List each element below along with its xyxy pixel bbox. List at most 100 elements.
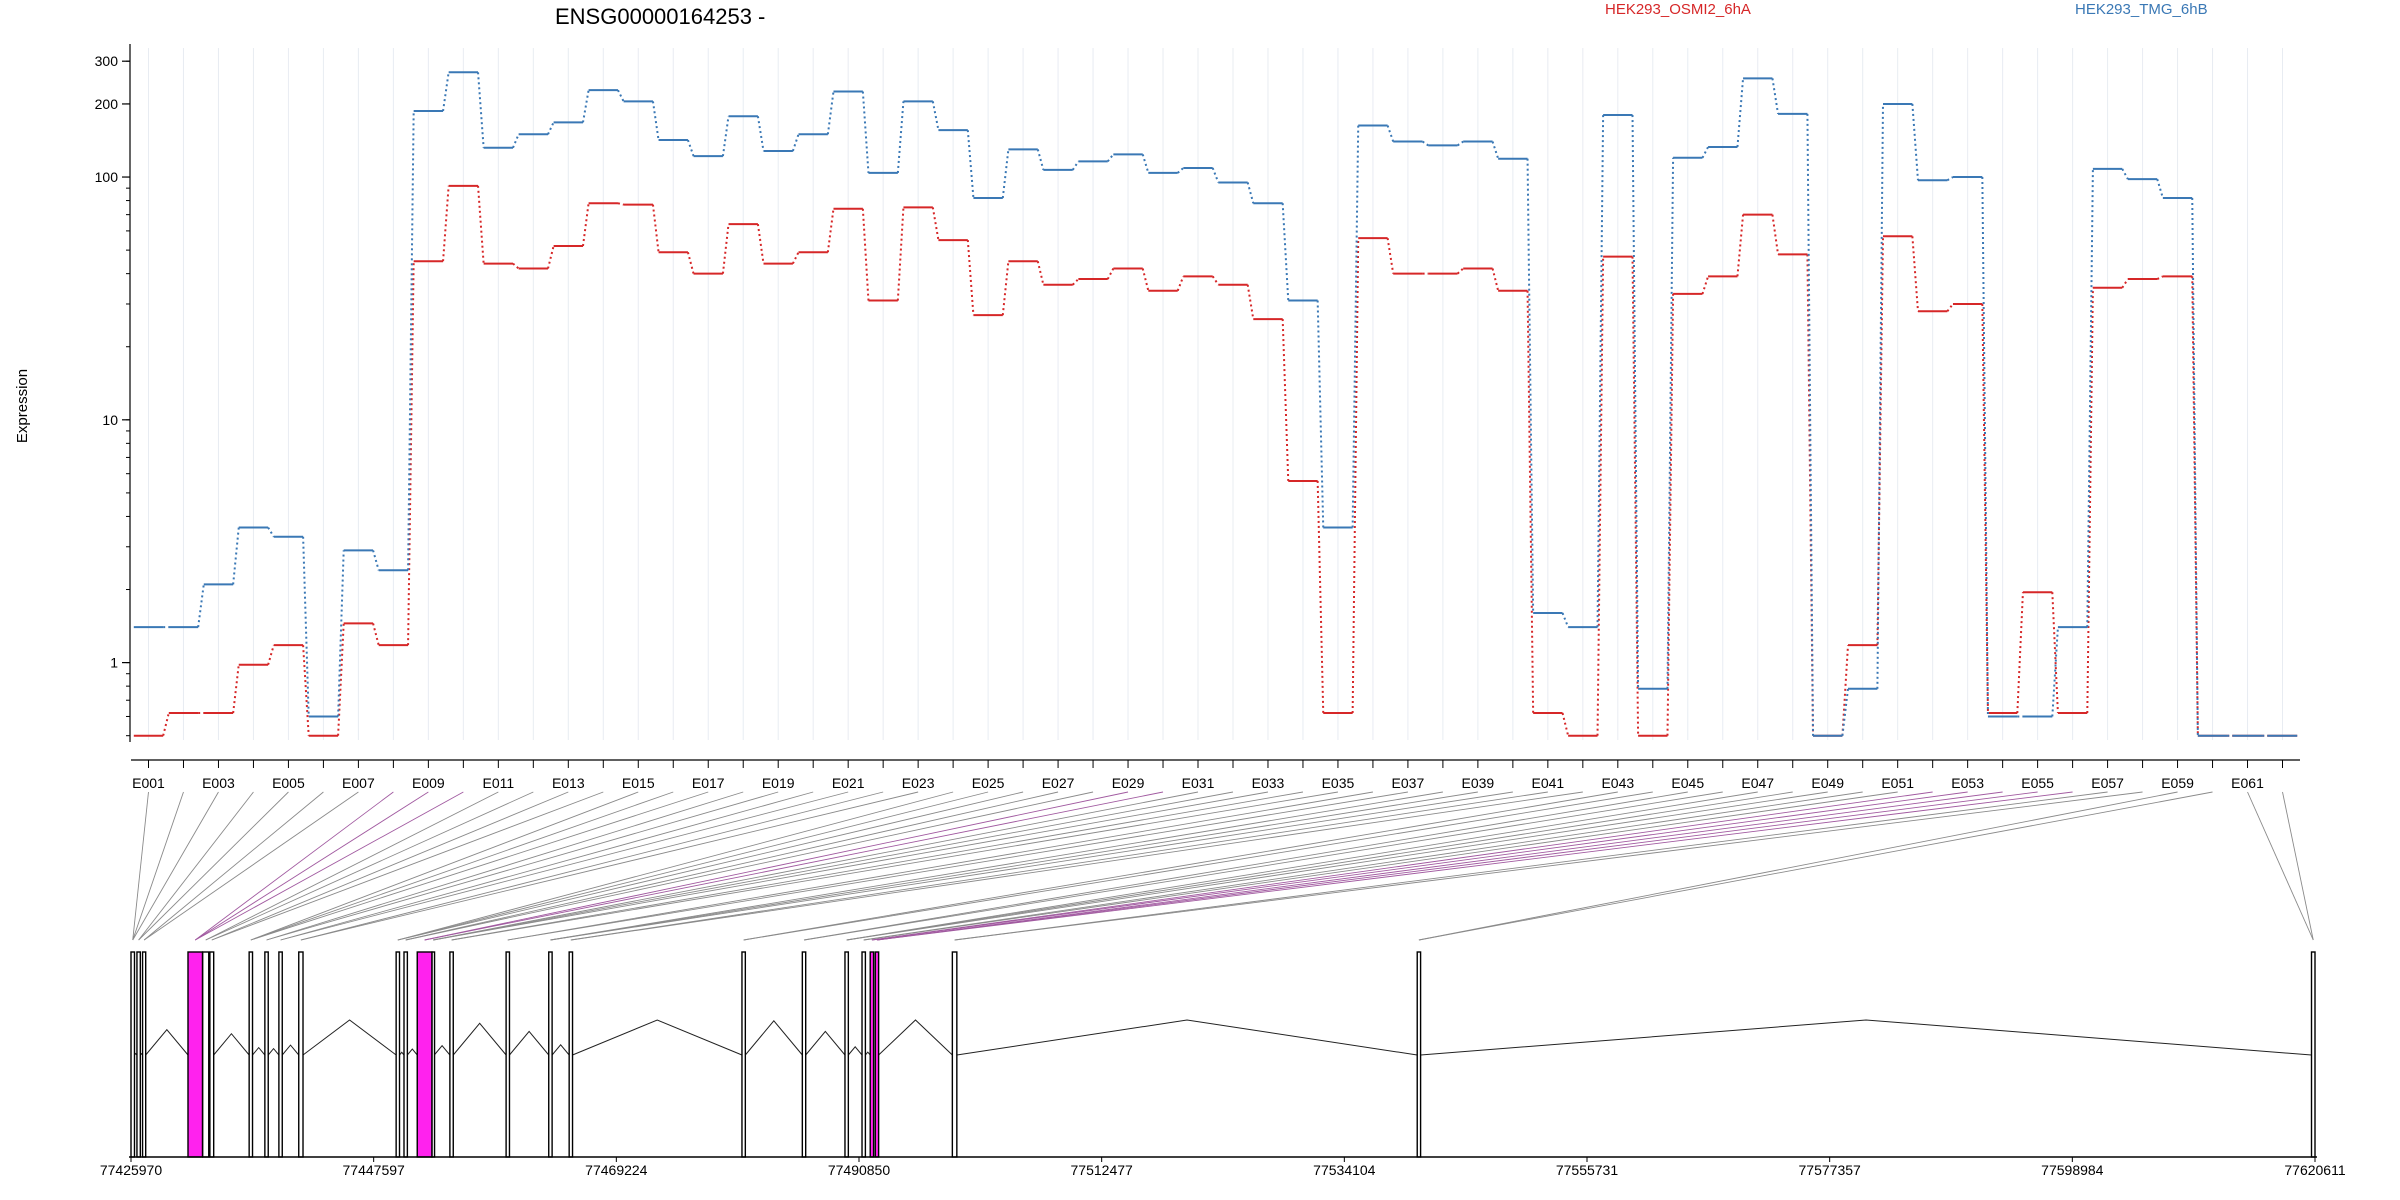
exon-connector xyxy=(194,791,394,941)
connector-segment xyxy=(512,133,520,149)
connector-segment xyxy=(617,89,625,102)
connector-segment xyxy=(197,584,205,628)
exon-connector xyxy=(846,791,1793,941)
exon-connector xyxy=(205,791,499,941)
intron xyxy=(551,1043,570,1056)
connector-segment xyxy=(896,101,905,173)
exon-tick-label: E061 xyxy=(2231,775,2264,791)
exon-connector xyxy=(954,791,2108,941)
connector-segment xyxy=(1561,712,1570,736)
exon-connector xyxy=(300,791,919,941)
exon-connector xyxy=(250,791,709,941)
exon-gridlines xyxy=(147,48,2284,740)
connector-segment xyxy=(1841,688,1850,736)
intron xyxy=(399,1051,405,1056)
intron xyxy=(433,1044,451,1056)
exon-tick-label: E037 xyxy=(1392,775,1425,791)
genomic-tick-label: 77512477 xyxy=(1071,1162,1134,1178)
connector-segment xyxy=(1526,158,1535,614)
connector-segment xyxy=(1106,153,1115,163)
exon-connector xyxy=(743,791,1653,941)
connector-segment xyxy=(1526,290,1535,714)
exon-feature xyxy=(874,951,880,1158)
y-axis: 1 10 100 200 300 xyxy=(95,44,131,742)
exon-connector xyxy=(280,791,814,941)
exon-connector xyxy=(132,791,184,941)
exon-tick-label: E055 xyxy=(2021,775,2054,791)
exon-tick-label: E051 xyxy=(1881,775,1914,791)
exon-connector xyxy=(266,791,779,941)
exon-connector xyxy=(405,791,1094,941)
connector-segment xyxy=(1736,214,1745,277)
connector-segment xyxy=(826,91,835,135)
connector-segment xyxy=(1911,103,1919,181)
y-tick-label: 10 xyxy=(102,412,118,428)
connector-segment xyxy=(1036,261,1045,285)
connector-segment xyxy=(1457,140,1464,147)
exon-feature xyxy=(248,951,254,1158)
connector-segment xyxy=(1141,268,1150,292)
genomic-tick-label: 77425970 xyxy=(100,1162,163,1178)
connector-segment xyxy=(302,645,310,736)
connector-segment xyxy=(1351,238,1360,714)
connector-segment xyxy=(267,527,275,538)
exon-tick-label: E009 xyxy=(412,775,445,791)
exon-tick-label: E005 xyxy=(272,775,305,791)
exon-tick-label: E007 xyxy=(342,775,375,791)
exon-feature xyxy=(416,951,433,1158)
connector-segment xyxy=(1946,303,1954,312)
exon-tick-label: E027 xyxy=(1042,775,1075,791)
connector-segment xyxy=(1316,300,1325,528)
exon-feature xyxy=(201,951,210,1158)
connector-segment xyxy=(372,623,380,646)
exon-tick-label: E003 xyxy=(202,775,235,791)
connector-segment xyxy=(2086,168,2094,628)
exon-feature xyxy=(278,951,283,1158)
exon-connector xyxy=(433,791,1234,941)
connector-segment xyxy=(1001,149,1010,199)
connector-segment xyxy=(232,527,240,585)
connector-segment xyxy=(966,130,975,199)
exon-tick-label: E017 xyxy=(692,775,725,791)
connector-segment xyxy=(582,89,590,123)
connector-segment xyxy=(1561,612,1570,628)
genomic-tick-label: 77620611 xyxy=(2284,1162,2345,1178)
connector-segment xyxy=(1666,293,1675,736)
connector-segment xyxy=(1876,103,1884,689)
connector-segment xyxy=(1422,140,1429,147)
exon-connector xyxy=(266,791,744,941)
connector-segment xyxy=(651,101,660,141)
connector-segment xyxy=(2191,276,2199,736)
connector-segment xyxy=(756,223,765,264)
connector-segment xyxy=(267,644,275,666)
connector-segment xyxy=(1631,115,1640,689)
connector-segment xyxy=(721,223,730,274)
intron xyxy=(572,1019,743,1056)
exon-connectors xyxy=(132,791,2314,941)
connector-segment xyxy=(232,664,240,714)
exon-connector xyxy=(743,791,1618,941)
exon-connector xyxy=(550,791,1513,941)
exon-connector xyxy=(2247,791,2314,941)
connector-segment xyxy=(1491,268,1500,292)
connector-segment xyxy=(407,111,415,571)
connector-segment xyxy=(1456,267,1464,275)
intron xyxy=(452,1022,507,1056)
intron xyxy=(847,1046,863,1056)
exon-tick-label: E047 xyxy=(1741,775,1774,791)
connector-segment xyxy=(407,261,415,646)
gene-model xyxy=(130,951,2316,1158)
connector-segment xyxy=(1806,113,1815,736)
exon-connector xyxy=(143,791,324,941)
connector-segment xyxy=(966,239,975,316)
connector-segment xyxy=(477,185,485,264)
connector-segment xyxy=(931,101,940,131)
intron xyxy=(252,1046,266,1056)
exon-feature xyxy=(298,951,304,1158)
exon-connector xyxy=(250,791,674,941)
connector-segment xyxy=(1316,480,1325,714)
connector-segment xyxy=(302,536,310,717)
exon-feature xyxy=(861,951,867,1158)
intron xyxy=(878,1019,953,1056)
